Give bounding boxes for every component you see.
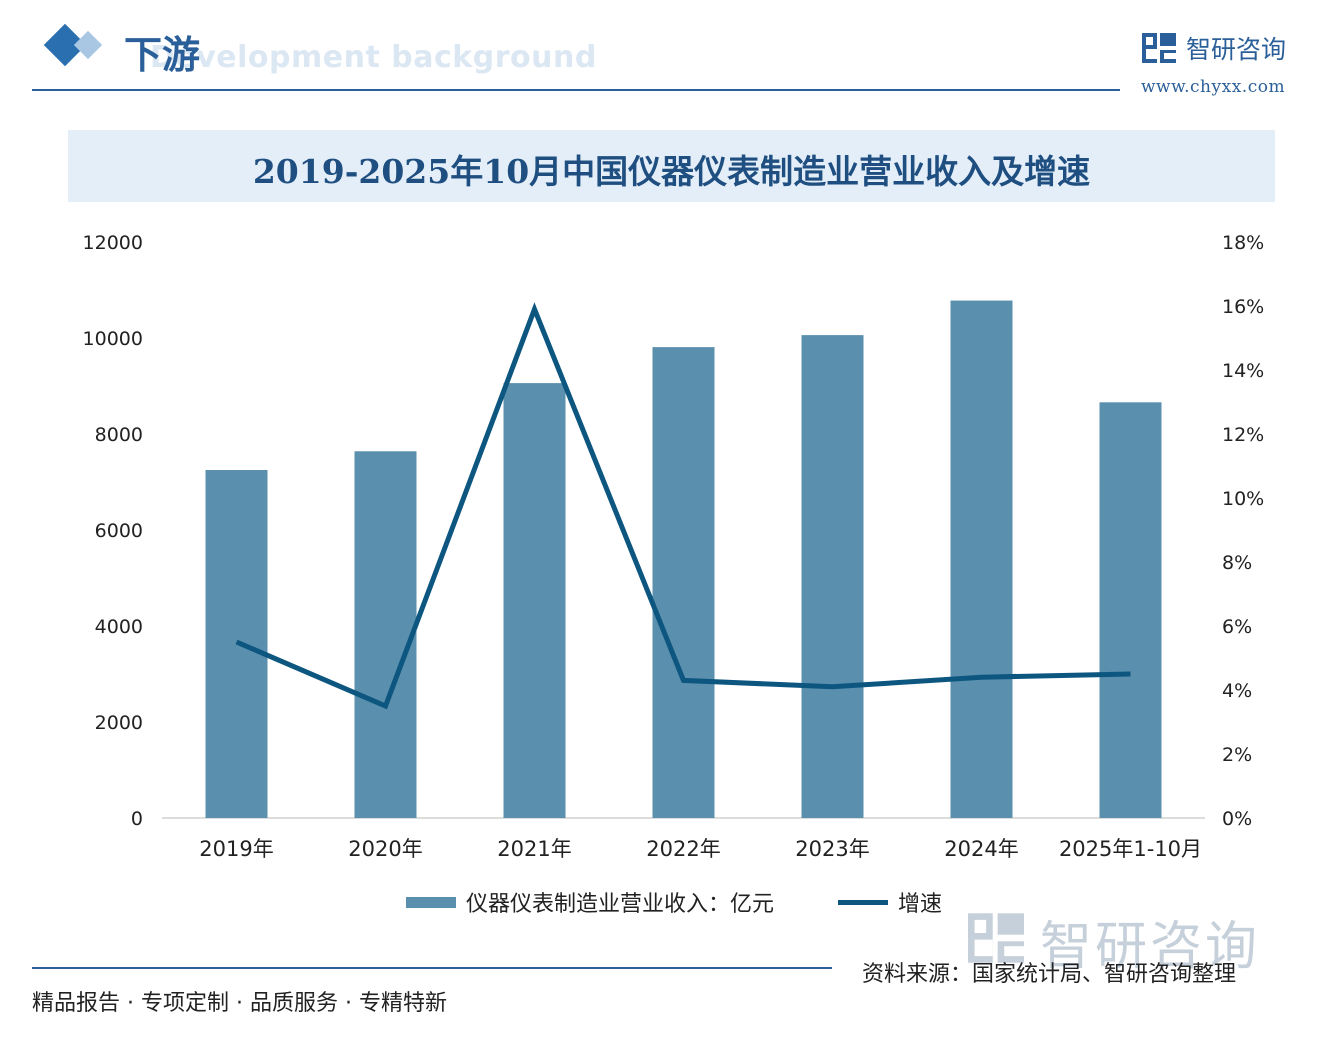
brand-logo-icon xyxy=(1142,33,1176,63)
y-left-tick-label: 2000 xyxy=(95,712,143,734)
y-right-tick-label: 2% xyxy=(1222,744,1252,766)
legend-bar-swatch xyxy=(406,896,456,908)
chart-title-band xyxy=(68,130,1275,202)
legend-line-item: 增速 xyxy=(838,886,942,918)
y-right-tick-label: 4% xyxy=(1222,680,1252,702)
y-left-tick-label: 10000 xyxy=(83,328,143,350)
x-tick-label: 2021年 xyxy=(497,837,571,861)
revenue-bar xyxy=(801,335,864,818)
revenue-bar xyxy=(354,451,417,818)
x-tick-label: 2024年 xyxy=(944,837,1018,861)
y-left-tick-label: 4000 xyxy=(95,616,143,638)
y-right-tick-label: 10% xyxy=(1222,488,1264,510)
legend-bar-item: 仪器仪表制造业营业收入：亿元 xyxy=(406,886,774,918)
watermark-logo-icon xyxy=(968,913,1024,963)
data-source-note: 资料来源：国家统计局、智研咨询整理 xyxy=(862,962,1237,987)
y-right-tick-label: 16% xyxy=(1222,296,1264,318)
y-right-tick-label: 14% xyxy=(1222,360,1264,382)
legend-bar-label: 仪器仪表制造业营业收入：亿元 xyxy=(466,892,775,917)
y-right-tick-label: 0% xyxy=(1222,808,1252,830)
brand-url[interactable]: www.chyxx.com xyxy=(1141,77,1286,97)
chart-title: 2019-2025年10月中国仪器仪表制造业营业收入及增速 xyxy=(252,152,1091,191)
header-divider xyxy=(32,89,1120,91)
section-title: 下游 xyxy=(124,32,201,77)
y-left-tick-label: 12000 xyxy=(83,232,143,254)
y-right-tick-label: 18% xyxy=(1222,232,1264,254)
footer-slogan: 精品报告 · 专项定制 · 品质服务 · 专精特新 xyxy=(32,991,447,1016)
legend-line-label: 增速 xyxy=(898,892,943,917)
x-tick-label: 2022年 xyxy=(646,837,720,861)
x-tick-label: 2025年1-10月 xyxy=(1059,837,1202,861)
section-subtitle: Development background xyxy=(150,40,597,75)
brand-name: 智研咨询 xyxy=(1186,35,1287,64)
y-left-tick-label: 0 xyxy=(131,808,143,830)
revenue-bar xyxy=(503,383,566,818)
x-tick-label: 2019年 xyxy=(199,837,273,861)
y-right-tick-label: 12% xyxy=(1222,424,1264,446)
revenue-bar xyxy=(1099,402,1162,818)
y-right-tick-label: 8% xyxy=(1222,552,1252,574)
chart-canvas: 0 2000 4000 6000 8000 10000 12000 0% 2% 4% 6% 8% 10%… xyxy=(83,232,1265,861)
y-left-tick-label: 8000 xyxy=(95,424,143,446)
x-tick-label: 2020年 xyxy=(348,837,422,861)
revenue-bar xyxy=(950,300,1013,818)
y-right-tick-label: 6% xyxy=(1222,616,1252,638)
footer-divider xyxy=(32,967,832,969)
legend-line-swatch xyxy=(838,899,888,905)
watermark-brand-name: 智研咨询 xyxy=(1040,917,1261,977)
revenue-bar xyxy=(652,347,715,818)
y-left-tick-label: 6000 xyxy=(95,520,143,542)
x-tick-label: 2023年 xyxy=(795,837,869,861)
growth-rate-line xyxy=(235,302,1131,710)
